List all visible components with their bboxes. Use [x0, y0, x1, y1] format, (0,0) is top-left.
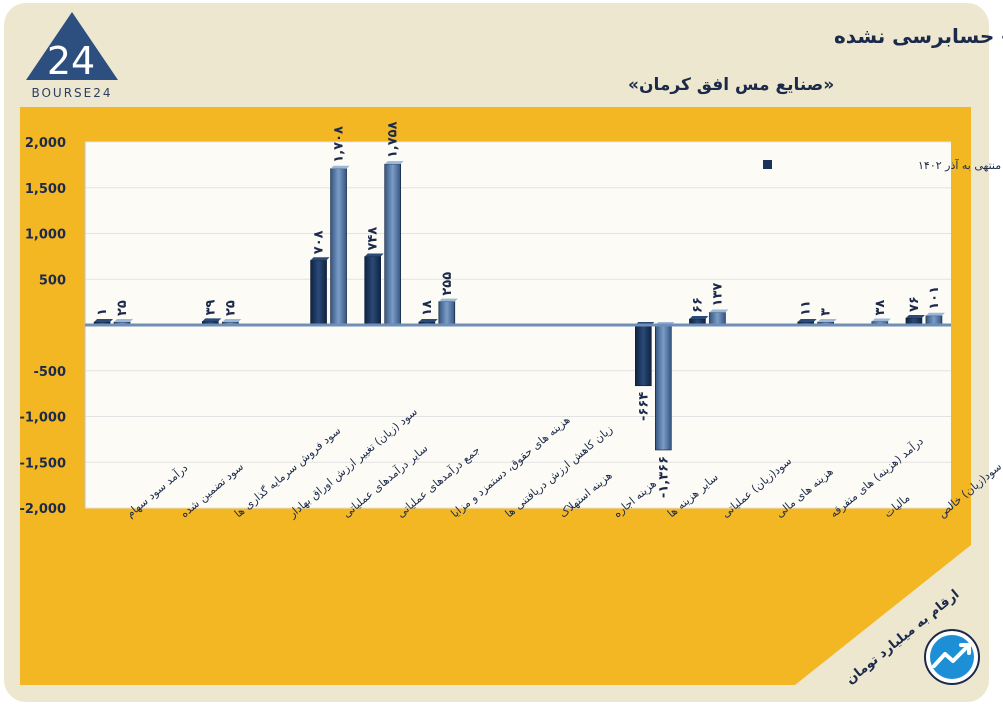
bar-top-face: [709, 309, 729, 313]
y-tick-label: 1,000: [25, 228, 66, 243]
bar-top-face: [364, 253, 384, 257]
bar-top-face: [817, 319, 837, 322]
data-label: -۶۶۴: [636, 392, 651, 421]
bourse24-logo-icon: 24 BOURSE24: [26, 12, 118, 100]
trend-arrow-circle-icon: [924, 629, 980, 685]
data-labels: ۱ ۳۹ ۷۰۸ ۷۴۸ ۱۸ -۶۶۴ ۶۶ ۱۱ ۷۶ ۲۵ ۲۵ ۱,۷۰۸ ۱,۷۵۸ ۲۵۵ -۱…: [95, 121, 942, 498]
bar: [364, 256, 381, 326]
data-label: ۲۵: [223, 300, 238, 316]
y-tick-label: -500: [33, 365, 66, 380]
data-label: ۱۰۱: [927, 286, 942, 310]
bar-top-face: [418, 319, 438, 322]
bar: [330, 168, 347, 326]
page-subtitle: «صنایع مس افق کرمان»: [628, 75, 834, 95]
data-label: ۳۸: [873, 300, 888, 316]
data-label: ۱۳۷: [710, 283, 725, 307]
data-label: ۲۵: [115, 300, 130, 316]
data-label: ۳۹: [203, 299, 218, 315]
data-label: ۱,۷۰۸: [332, 126, 347, 163]
bar-top-face: [384, 161, 404, 165]
bar: [384, 163, 401, 326]
data-label: ۷۶: [907, 296, 922, 312]
bar: [635, 324, 652, 387]
bar-top-face: [871, 318, 891, 322]
bar: [709, 312, 726, 326]
data-label: ۷۰۸: [312, 230, 327, 254]
bar-top-face: [222, 319, 242, 322]
bar-top-face: [438, 298, 458, 302]
logo-mark: 24: [47, 39, 95, 83]
data-label: ۷۴۸: [366, 227, 381, 251]
data-label: ۲۵۵: [440, 272, 455, 296]
page-title: اطلاعات ۹ ماهه منتهی به آذر ۱۴۰۳– حسابرس…: [834, 23, 1003, 48]
bar: [655, 324, 672, 451]
logo-text: BOURSE24: [31, 86, 112, 100]
bar: [310, 259, 327, 326]
bar-top-face: [905, 315, 925, 319]
y-tick-label: -1,500: [19, 456, 66, 471]
y-axis-ticks: 2,000 1,500 1,000 500 -500 -1,000 -1,500 -2,000: [19, 136, 66, 517]
bar-top-face: [114, 319, 134, 322]
bar-top-face: [330, 165, 350, 169]
bar-top-face: [689, 315, 709, 319]
bar-top-face: [797, 319, 817, 322]
y-tick-label: -2,000: [19, 502, 66, 517]
data-label: ۳: [819, 308, 834, 316]
bar-top-face: [94, 319, 114, 322]
bars: [93, 161, 945, 451]
y-tick-label: 2,000: [25, 136, 66, 151]
data-label: ۱۱: [799, 300, 814, 316]
data-label: ۱۸: [420, 300, 435, 316]
data-label: ۱: [95, 308, 110, 316]
y-tick-label: -1,000: [19, 411, 66, 426]
y-tick-label: 500: [39, 273, 66, 288]
bar-top-face: [310, 257, 330, 261]
legend-label: عملکرد منتهی به آذر ۱۴۰۲: [918, 158, 1003, 172]
data-label: ۶۶: [690, 297, 705, 313]
bar: [438, 301, 456, 326]
y-tick-label: 1,500: [25, 182, 66, 197]
legend-swatch: [763, 160, 772, 169]
legend: عملکرد منتهی به آذر ۱۴۰۲: [763, 158, 1003, 172]
bar-top-face: [925, 312, 945, 316]
bar-top-face: [202, 318, 222, 322]
data-label: -۱,۳۶۶: [656, 456, 671, 498]
data-label: ۱,۷۵۸: [386, 121, 401, 158]
